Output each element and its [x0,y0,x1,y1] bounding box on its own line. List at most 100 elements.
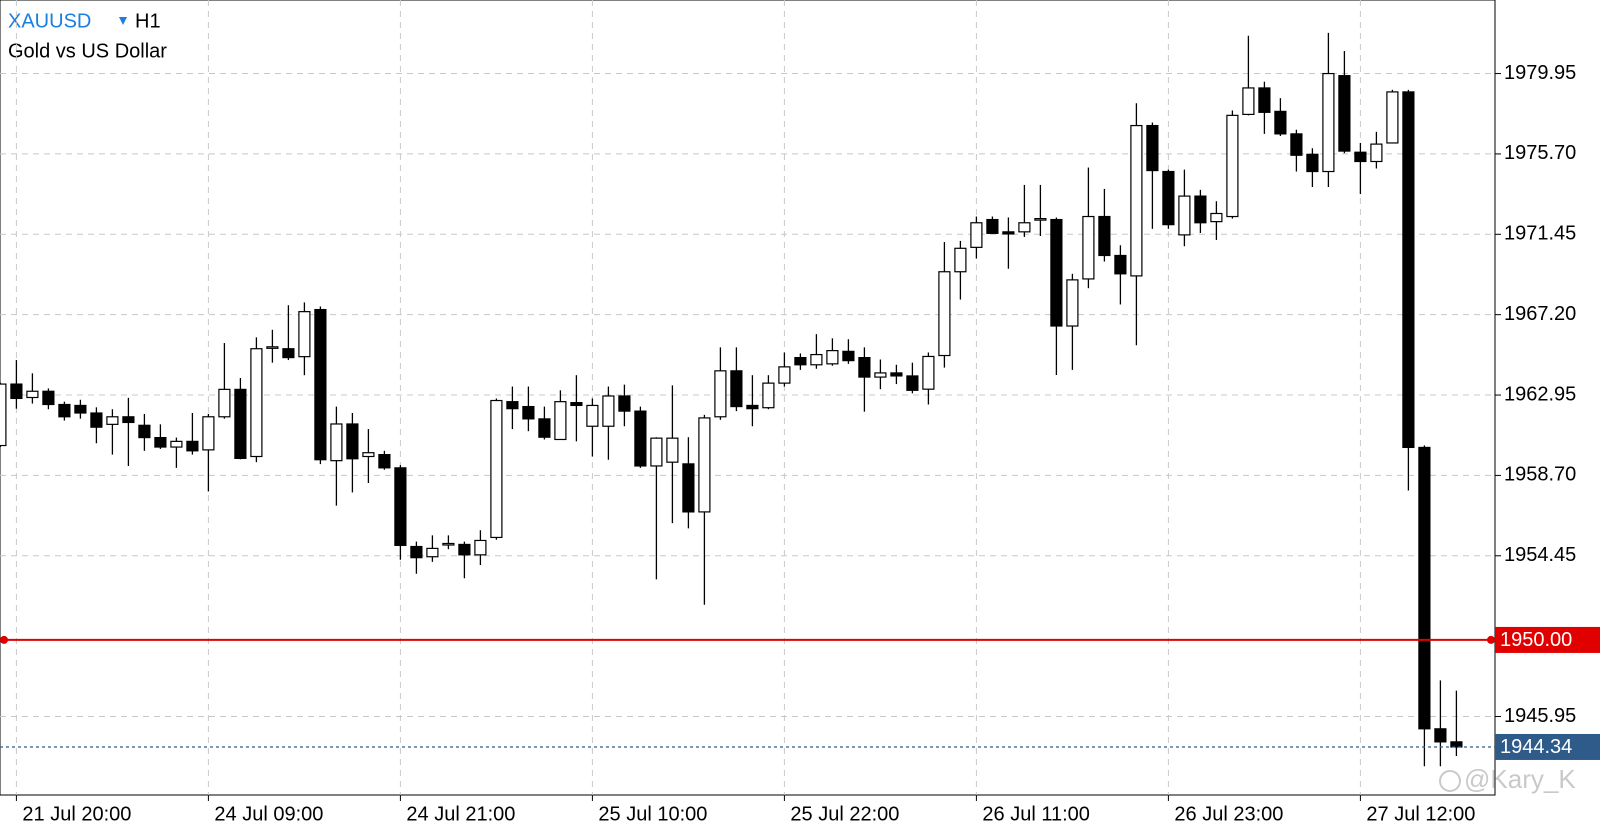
watermark: @Kary_K [1439,764,1576,794]
candle-body [122,416,135,424]
candle-body [730,370,743,408]
candle-body [650,437,663,467]
candle-body [42,390,55,406]
y-tick-label: 1962.95 [1504,383,1576,405]
candle-body [970,222,983,248]
y-tick-label: 1979.95 [1504,62,1576,84]
candle-body [1162,170,1175,226]
instrument-name: Gold vs US Dollar [8,40,167,62]
candles [0,32,1463,767]
candle-body [714,370,727,418]
candle-body [794,356,807,366]
x-tick-label: 25 Jul 22:00 [790,803,899,825]
plot-frame [0,0,1496,796]
x-tick-label: 21 Jul 20:00 [22,803,131,825]
candle-body [346,423,359,460]
y-tick-label: 1954.45 [1504,544,1576,566]
candle-body [1178,195,1191,236]
timeframe[interactable]: H1 [135,10,161,32]
candle-body [202,416,215,451]
price-label-box [1495,626,1600,653]
y-tick-label: 1958.70 [1504,464,1576,486]
candle-body [1418,446,1431,730]
price-line-handle [1487,635,1495,644]
x-tick-label: 26 Jul 23:00 [1174,803,1283,825]
candle-body [58,403,71,418]
candle-body [842,350,855,362]
candle-body [154,436,167,448]
candle-body [1290,133,1303,156]
candle-body [106,416,119,425]
candle-body [1050,218,1063,327]
candle-body [218,388,231,418]
x-tick-label: 26 Jul 11:00 [982,803,1090,825]
candle-body [1018,222,1031,233]
x-tick-label: 27 Jul 12:00 [1366,803,1475,825]
candle-body [1130,124,1143,277]
candle-body [474,539,487,556]
candle-body [922,355,935,390]
candle-body [0,383,7,447]
candle-body [1146,124,1159,172]
candle-body [586,404,599,427]
candle-body [762,382,775,409]
candle-body [858,356,871,378]
watermark-logo [1439,770,1461,792]
candle-body [138,424,151,439]
y-tick-label: 1945.95 [1504,705,1576,727]
candle-body [1226,114,1239,218]
candle-body [666,437,679,463]
candle-body [826,350,839,365]
grid [0,0,1495,795]
candle-body [1002,231,1015,235]
candle-body [10,383,23,400]
candle-body [1386,91,1399,144]
candle-body [554,401,567,441]
candle-body [1242,87,1255,116]
candle-body [1354,151,1367,163]
x-tick-label: 25 Jul 10:00 [598,803,707,825]
price-line-handle [0,635,8,644]
candle-body [1034,218,1047,221]
y-tick-label: 1971.45 [1504,223,1576,245]
candle-body [170,440,183,448]
symbol-dropdown-icon[interactable] [119,17,127,25]
price-label: 1944.34 [1500,736,1572,758]
candle-body [570,402,583,407]
candle-body [186,440,199,452]
candle-body [1322,72,1335,173]
candle-body [1210,212,1223,223]
candle-body [906,375,919,391]
candle-body [266,346,279,349]
candle-body [442,542,455,546]
candle-body [314,308,327,461]
candle-body [1258,87,1271,113]
x-tick-label: 24 Jul 09:00 [214,803,323,825]
x-tick-label: 24 Jul 21:00 [406,803,515,825]
candle-body [394,467,407,546]
candle-body [522,405,535,420]
symbol[interactable]: XAUUSD [8,10,91,32]
watermark-text: @Kary_K [1464,764,1576,794]
candle-body [682,463,695,513]
candle-body [1098,215,1111,257]
candle-body [1274,110,1287,135]
candle-body [618,395,631,412]
candle-body [298,311,311,358]
candle-body [1434,728,1447,743]
candle-body [1066,279,1079,327]
candle-body [1194,195,1207,224]
candle-body [74,404,87,414]
candle-body [778,366,791,384]
y-tick-label: 1975.70 [1504,142,1576,164]
candle-body [362,452,375,458]
candle-body [378,454,391,469]
candle-body [250,348,263,458]
candle-body [506,401,519,410]
candle-body [234,388,247,459]
candle-body [458,543,471,556]
candle-body [1450,741,1463,748]
candle-body [1402,91,1415,449]
y-tick-label: 1967.20 [1504,303,1576,325]
